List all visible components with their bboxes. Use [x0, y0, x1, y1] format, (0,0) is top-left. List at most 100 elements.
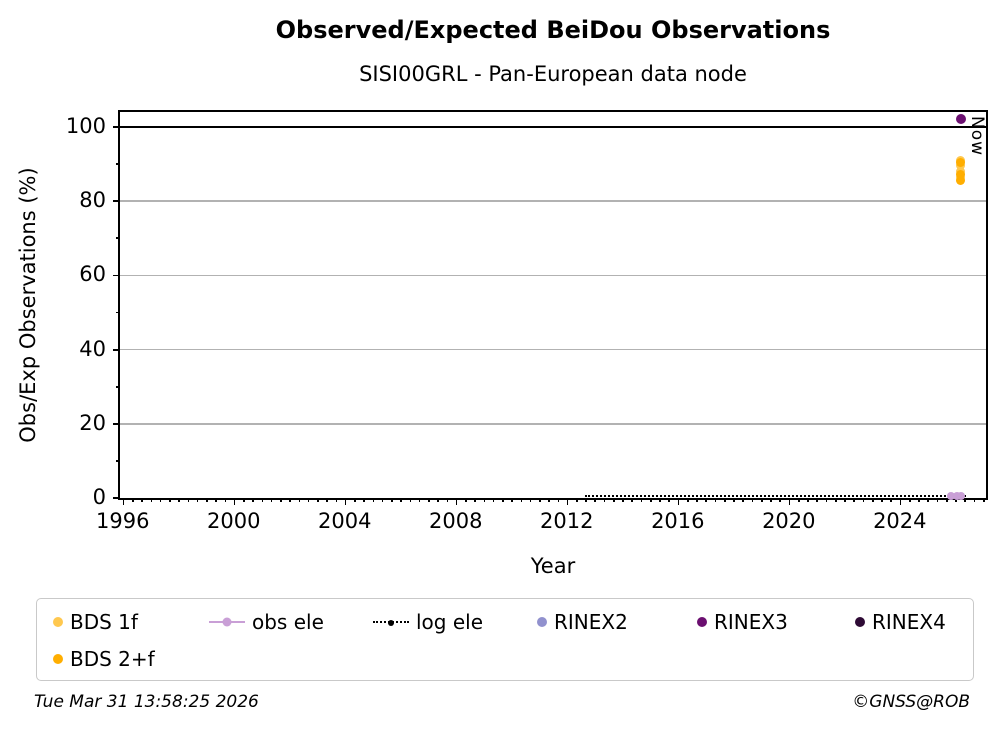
y-minor-tick	[115, 386, 120, 388]
x-minor-tick	[649, 498, 652, 502]
x-minor-tick	[696, 498, 698, 502]
x-minor-tick	[409, 498, 412, 502]
y-tick-label: 0	[92, 485, 106, 510]
x-minor-tick	[132, 498, 134, 502]
log-ele-marker-icon	[373, 620, 409, 626]
x-minor-tick	[918, 498, 920, 502]
plot-area: 1996 2000 2004 2008 2012 2016 2020 2024 0 20 40 60 8…	[66, 110, 988, 533]
x-minor-tick	[206, 498, 208, 502]
x-axis-label: Year	[530, 554, 576, 578]
x-minor-tick	[391, 498, 393, 502]
x-minor-tick	[317, 498, 319, 502]
x-tick-label: 2000	[207, 509, 261, 533]
x-major-tick	[677, 498, 680, 505]
x-minor-tick	[825, 498, 828, 502]
x-minor-tick	[705, 498, 708, 502]
x-minor-tick	[844, 498, 846, 502]
x-minor-tick	[252, 498, 254, 502]
event-line-green	[808, 112, 812, 498]
x-major-tick	[899, 498, 902, 505]
x-minor-tick	[862, 498, 865, 502]
x-minor-tick	[280, 498, 282, 502]
legend-item-log-ele: log ele	[373, 609, 483, 635]
x-minor-tick	[853, 498, 856, 502]
x-minor-tick	[400, 498, 402, 502]
x-minor-tick	[548, 498, 550, 502]
y-tick-label: 60	[79, 262, 106, 287]
x-minor-tick	[973, 498, 976, 502]
timestamp: Tue Mar 31 13:58:25 2026	[34, 692, 259, 712]
x-minor-tick	[196, 498, 199, 502]
x-minor-tick	[770, 498, 772, 502]
legend-label-bds-1f: BDS 1f	[70, 610, 138, 634]
obs-ele-marker-icon	[209, 617, 245, 627]
x-minor-tick	[668, 498, 671, 502]
y-major-tick	[113, 274, 120, 277]
x-minor-tick	[437, 498, 439, 502]
x-minor-tick	[807, 498, 809, 502]
x-minor-tick	[446, 498, 449, 502]
x-minor-tick	[659, 498, 661, 502]
y-tick-label: 80	[79, 188, 106, 213]
x-minor-tick	[723, 498, 726, 502]
x-minor-tick	[964, 498, 967, 502]
x-minor-tick	[834, 498, 837, 502]
x-minor-tick	[502, 498, 504, 502]
legend-item-bds-2-f: BDS 2+f	[53, 646, 155, 672]
log-ele-dotted-line	[584, 494, 966, 497]
x-minor-tick	[307, 498, 310, 502]
x-minor-tick	[640, 498, 643, 502]
rinex4-marker-icon	[855, 617, 865, 627]
x-minor-tick	[520, 498, 523, 502]
x-major-tick	[455, 498, 458, 505]
x-minor-tick	[927, 498, 930, 502]
x-minor-tick	[335, 498, 338, 502]
x-minor-tick	[354, 498, 356, 502]
x-minor-tick	[178, 498, 180, 502]
x-tick-label: 2008	[429, 509, 483, 533]
x-minor-tick	[603, 498, 606, 502]
event-line-blue	[603, 112, 607, 498]
x-minor-tick	[363, 498, 365, 502]
event-line-blue	[691, 112, 695, 498]
y-major-tick	[113, 348, 120, 351]
grid-line	[120, 349, 986, 351]
event-line-blue	[829, 112, 833, 498]
event-line-blue	[862, 112, 866, 498]
x-minor-tick	[187, 498, 190, 502]
x-minor-tick	[714, 498, 717, 502]
event-line-blue	[938, 112, 942, 498]
legend: BDS 1f obs ele log ele RINEX2 RINEX3 RINEX4 BD…	[36, 598, 974, 681]
x-minor-tick	[936, 498, 939, 502]
x-major-tick	[788, 498, 791, 505]
x-minor-tick	[612, 498, 615, 502]
legend-label-rinex3: RINEX3	[714, 610, 788, 634]
data-point-bds-2f	[956, 175, 966, 185]
event-line-blue	[700, 112, 704, 498]
y-tick-label: 40	[79, 336, 106, 361]
x-tick-label: 2020	[762, 509, 816, 533]
x-minor-tick	[594, 498, 597, 502]
x-tick-label: 1996	[96, 509, 150, 533]
x-minor-tick	[492, 498, 495, 502]
event-line-blue	[743, 112, 747, 498]
grid-line	[120, 200, 986, 202]
x-major-tick	[122, 498, 125, 505]
x-minor-tick	[243, 498, 245, 502]
x-minor-tick	[585, 498, 587, 502]
x-major-tick	[233, 498, 236, 505]
x-minor-tick	[298, 498, 301, 502]
legend-label-rinex2: RINEX2	[554, 610, 628, 634]
x-tick-label: 2012	[540, 509, 594, 533]
data-point-obs-ele	[952, 492, 961, 501]
x-minor-tick	[224, 498, 227, 502]
now-label: Now	[967, 116, 988, 157]
event-line-blue	[644, 112, 648, 498]
y-major-tick	[113, 497, 120, 500]
x-minor-tick	[945, 498, 948, 502]
x-minor-tick	[751, 498, 754, 502]
legend-item-rinex4: RINEX4	[855, 609, 946, 635]
legend-label-log-ele: log ele	[416, 610, 484, 634]
x-minor-tick	[169, 498, 171, 502]
rinex3-marker-icon	[697, 617, 707, 627]
